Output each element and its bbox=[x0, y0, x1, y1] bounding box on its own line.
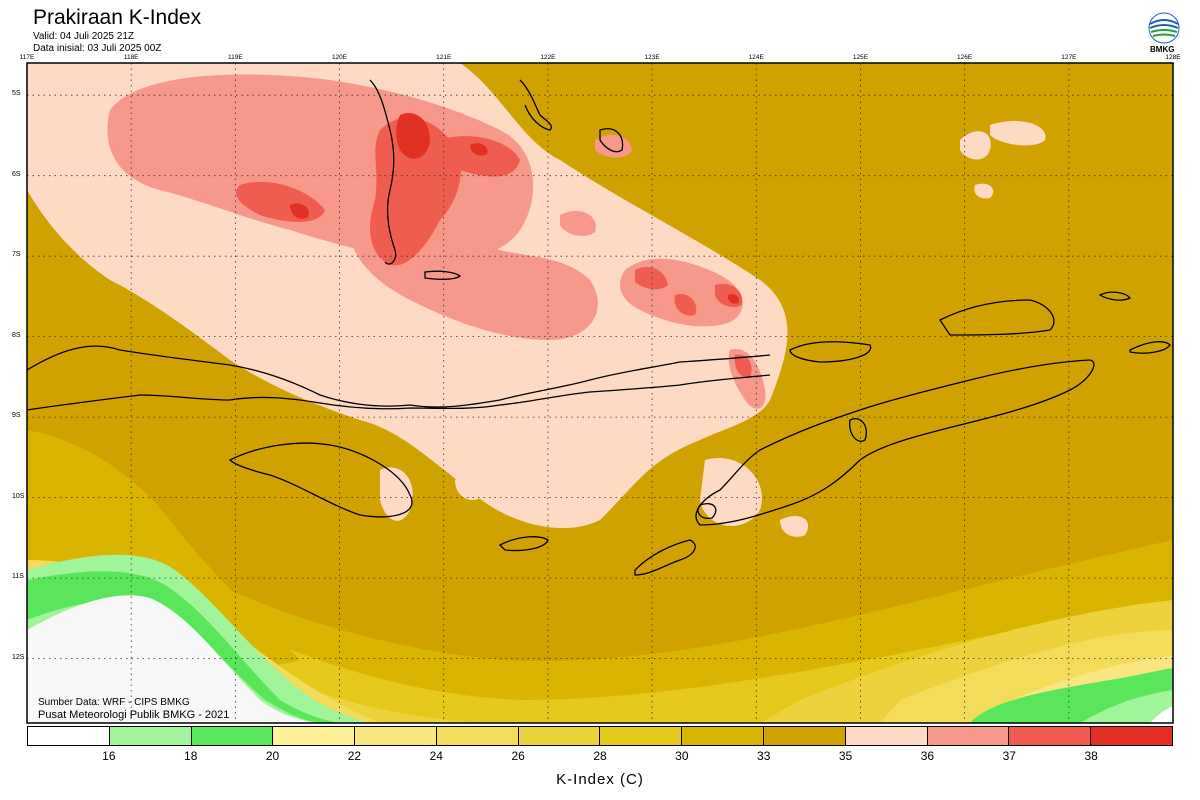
longitude-label: 124E bbox=[748, 54, 764, 61]
colorbar-segment bbox=[1009, 727, 1092, 745]
colorbar-segment bbox=[355, 727, 437, 745]
longitude-label: 119E bbox=[228, 54, 243, 61]
colorbar-segment bbox=[600, 727, 683, 745]
longitude-label: 123E bbox=[644, 54, 660, 61]
longitude-label: 125E bbox=[852, 54, 869, 61]
colorbar bbox=[27, 726, 1173, 746]
colorbar-tick-label: 24 bbox=[429, 749, 443, 763]
colorbar-tick-label: 22 bbox=[347, 749, 362, 763]
data-source: Sumber Data: WRF - CIPS BMKG bbox=[38, 697, 190, 708]
colorbar-segment bbox=[764, 727, 846, 745]
longitude-label: 127E bbox=[1061, 54, 1077, 61]
colorbar-segment bbox=[518, 727, 601, 745]
longitude-label: 121E bbox=[436, 54, 452, 61]
colorbar-tick-label: 18 bbox=[184, 749, 198, 763]
colorbar-segment bbox=[191, 727, 274, 745]
colorbar-tick-label: 33 bbox=[757, 749, 771, 763]
latitude-label: 12S bbox=[12, 653, 25, 661]
colorbar-tick-label: 26 bbox=[511, 749, 525, 763]
colorbar-title: K-Index (C) bbox=[556, 771, 644, 788]
latitude-label: 7S bbox=[12, 251, 21, 259]
colorbar-tick-label: 38 bbox=[1084, 749, 1098, 763]
chart-title: Prakiraan K-Index bbox=[33, 6, 202, 29]
colorbar-tick-label: 36 bbox=[920, 749, 935, 763]
colorbar-tick-label: 28 bbox=[593, 749, 607, 763]
colorbar-segment bbox=[109, 727, 192, 745]
bmkg-logo-icon bbox=[1148, 12, 1180, 44]
colorbar-segment bbox=[1091, 727, 1172, 745]
colorbar-segment bbox=[927, 727, 1010, 745]
colorbar-segment bbox=[28, 727, 110, 745]
longitude-label: 128E bbox=[1165, 54, 1181, 61]
publisher: Pusat Meteorologi Publik BMKG - 2021 bbox=[38, 709, 230, 721]
valid-time: Valid: 04 Juli 2025 21Z bbox=[33, 31, 134, 42]
colorbar-segment bbox=[845, 727, 928, 745]
colorbar-tick-label: 16 bbox=[102, 749, 116, 763]
latitude-label: 5S bbox=[12, 90, 21, 98]
colorbar-tick-label: 30 bbox=[675, 749, 689, 763]
colorbar-segment bbox=[273, 727, 356, 745]
map-frame bbox=[26, 62, 1174, 724]
longitude-label: 120E bbox=[331, 54, 348, 61]
colorbar-tick-label: 37 bbox=[1002, 749, 1016, 763]
longitude-label: 122E bbox=[540, 54, 556, 61]
coastlines bbox=[27, 79, 1171, 576]
colorbar-segment bbox=[682, 727, 765, 745]
longitude-label: 126E bbox=[957, 54, 973, 61]
latitude-label: 6S bbox=[12, 170, 21, 178]
colorbar-tick-label: 20 bbox=[265, 749, 280, 763]
longitude-label: 118E bbox=[123, 54, 139, 61]
latitude-label: 10S bbox=[12, 492, 25, 500]
init-time: Data inisial: 03 Juli 2025 00Z bbox=[33, 43, 162, 54]
k-index-fill bbox=[27, 63, 1173, 723]
graticule bbox=[27, 63, 1173, 723]
colorbar-segment bbox=[436, 727, 519, 745]
latitude-label: 11S bbox=[12, 573, 24, 581]
latitude-label: 9S bbox=[12, 412, 21, 420]
latitude-label: 8S bbox=[12, 331, 21, 339]
colorbar-tick-label: 35 bbox=[838, 749, 853, 763]
longitude-label: 117E bbox=[19, 54, 35, 61]
logo-text: BMKG bbox=[1150, 45, 1175, 54]
